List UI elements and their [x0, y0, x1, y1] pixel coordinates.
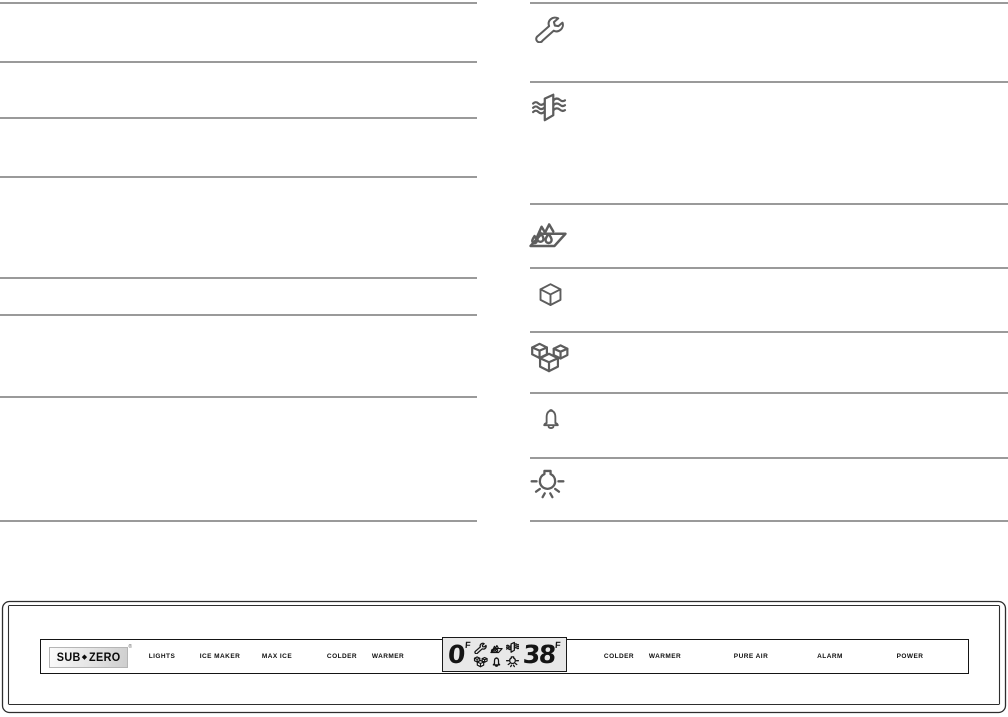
row-divider — [530, 203, 1008, 205]
panel-label-alarm: ALARM — [817, 653, 843, 660]
row-divider — [0, 277, 477, 279]
row-divider — [530, 331, 1008, 333]
row-divider — [530, 81, 1008, 83]
panel-label-colder: COLDER — [603, 653, 635, 660]
lcd-water-drops-icon — [489, 642, 504, 654]
brand-text-zero: ZERO — [88, 651, 121, 664]
lcd-alarm-bell-icon — [490, 655, 503, 668]
freezer-temp-unit: F — [464, 640, 471, 650]
row-divider — [0, 396, 477, 398]
panel-label-warmer: WARMER — [648, 653, 682, 660]
row-divider — [530, 457, 1008, 459]
diamond-icon: ◆ — [81, 654, 88, 661]
row-divider — [0, 176, 477, 178]
lcd-ice-cubes-icon — [473, 655, 488, 668]
panel-label-warmer: WARMER — [371, 653, 405, 660]
lcd-wrench-icon — [474, 641, 487, 654]
water-drops-icon — [527, 213, 569, 251]
panel-label-lights: LIGHTS — [148, 653, 176, 660]
control-panel-frame — [1, 600, 1007, 714]
lcd-pure-air-icon — [506, 641, 520, 654]
row-divider — [530, 2, 1008, 4]
row-divider — [530, 392, 1008, 394]
ice-cube-icon — [536, 281, 565, 310]
freezer-temp-value: 0 — [447, 640, 466, 669]
sub-zero-logo: SUB ◆ ZERO ® — [49, 644, 132, 668]
lcd-display: 0 F 38 F — [442, 637, 567, 672]
fridge-temp-value: 38 — [521, 640, 556, 669]
row-divider — [0, 520, 477, 522]
brand-text-sub: SUB — [56, 651, 81, 664]
fridge-temp-unit: F — [555, 640, 562, 650]
row-divider — [0, 314, 477, 316]
light-bulb-icon — [530, 466, 565, 501]
row-divider — [0, 61, 477, 63]
row-divider — [0, 2, 477, 4]
panel-label-ice-maker: ICE MAKER — [199, 653, 241, 660]
ice-cubes-icon — [528, 341, 570, 375]
wrench-icon — [533, 12, 566, 43]
lcd-status-icons — [473, 641, 520, 668]
panel-label-pure-air: PURE AIR — [733, 653, 769, 660]
panel-label-power: POWER — [896, 653, 924, 660]
row-divider — [530, 267, 1008, 269]
pure-air-icon — [529, 91, 568, 125]
row-divider — [530, 520, 1008, 522]
panel-label-max-ice: MAX ICE — [261, 653, 293, 660]
registered-mark: ® — [128, 644, 132, 650]
lcd-light-bulb-icon — [506, 655, 520, 668]
panel-label-colder: COLDER — [326, 653, 358, 660]
alarm-bell-icon — [537, 402, 565, 434]
row-divider — [0, 117, 477, 119]
